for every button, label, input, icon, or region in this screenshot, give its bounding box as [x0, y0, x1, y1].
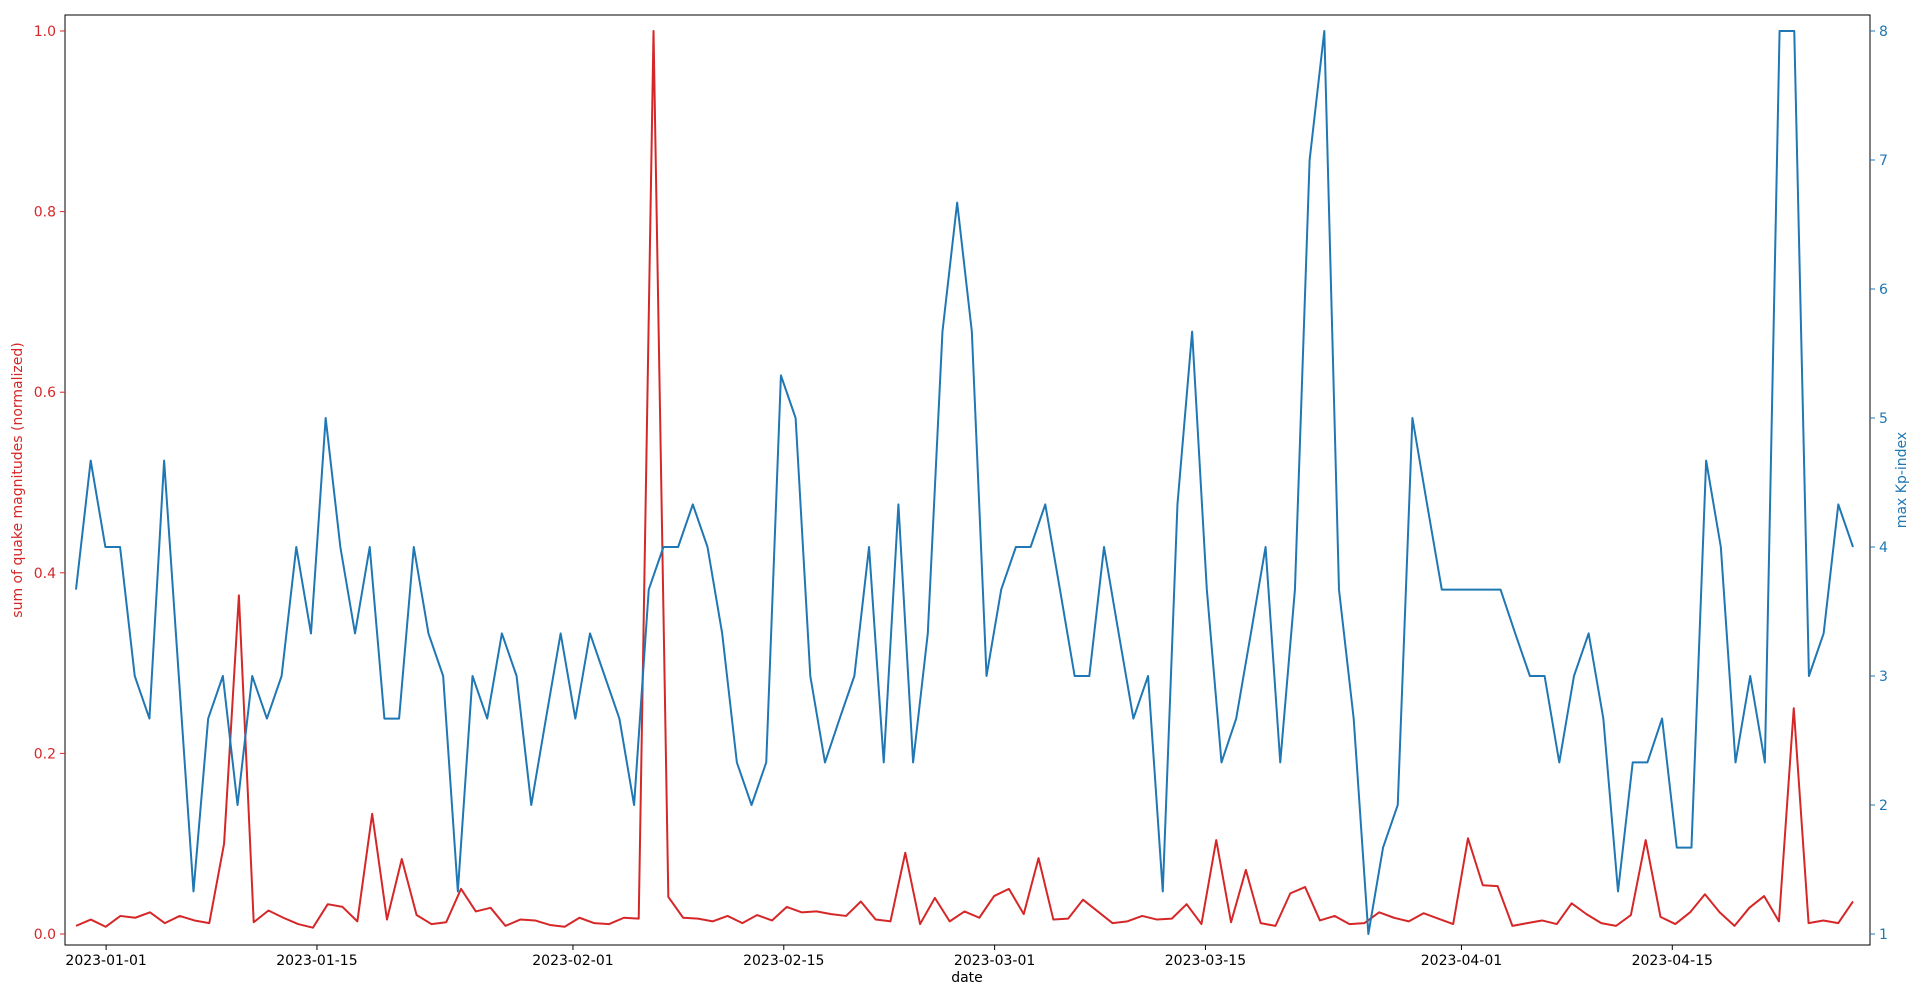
kp-index-line [75, 30, 1854, 935]
y-left-tick-label: 0.4 [34, 566, 56, 582]
quake-magnitude-line [75, 30, 1854, 929]
x-axis-label: date [951, 970, 983, 986]
y-left-tick-label: 0.2 [34, 746, 56, 762]
y-right-tick-label: 7 [1879, 153, 1888, 169]
y-axis-right: 1 2 3 4 5 6 7 8 [1870, 24, 1888, 943]
y-axis-right-label: max Kp-index [1894, 432, 1910, 528]
kp-series-group [75, 30, 1854, 935]
x-tick-label: 2023-03-01 [954, 953, 1035, 969]
y-right-tick-label: 8 [1879, 24, 1888, 40]
y-left-tick-label: 0.8 [34, 205, 56, 221]
x-tick-label: 2023-02-01 [532, 953, 613, 969]
quake-series-group [75, 30, 1854, 929]
y-axis-left-label: sum of quake magnitudes (normalized) [10, 342, 26, 617]
y-right-tick-label: 5 [1879, 411, 1888, 427]
x-tick-label: 2023-04-15 [1632, 953, 1713, 969]
y-right-tick-label: 6 [1879, 282, 1888, 298]
y-right-tick-label: 1 [1879, 927, 1888, 943]
x-tick-label: 2023-01-01 [65, 953, 146, 969]
x-tick-label: 2023-04-01 [1421, 953, 1502, 969]
x-tick-label: 2023-03-15 [1165, 953, 1246, 969]
y-left-tick-label: 0.0 [34, 927, 56, 943]
x-tick-label: 2023-01-15 [276, 953, 357, 969]
y-left-tick-label: 1.0 [34, 24, 56, 40]
plot-area [64, 14, 1871, 946]
y-right-tick-label: 4 [1879, 540, 1888, 556]
y-right-tick-label: 2 [1879, 798, 1888, 814]
y-left-tick-label: 0.6 [34, 385, 56, 401]
x-tick-label: 2023-02-15 [743, 953, 824, 969]
y-right-tick-label: 3 [1879, 669, 1888, 685]
x-axis: 2023-01-01 2023-01-15 2023-02-01 2023-02-15… [65, 945, 1713, 969]
y-axis-left: 0.0 0.2 0.4 0.6 0.8 1.0 [34, 24, 65, 943]
